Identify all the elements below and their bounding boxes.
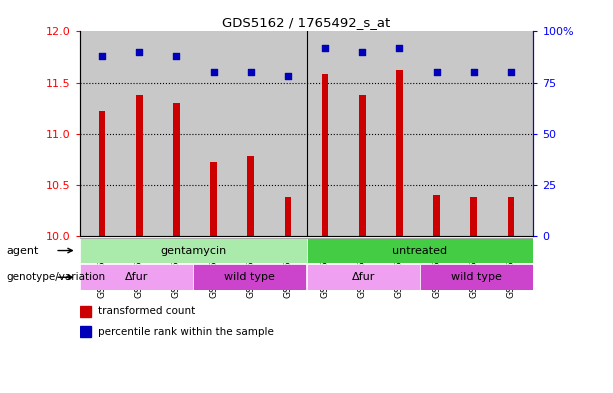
Point xyxy=(395,45,405,51)
Bar xyxy=(80,264,193,290)
Text: Δfur: Δfur xyxy=(124,272,148,282)
Bar xyxy=(420,264,533,290)
Bar xyxy=(306,238,533,263)
Bar xyxy=(173,103,180,236)
Bar xyxy=(80,306,91,317)
Text: genotype/variation: genotype/variation xyxy=(6,272,105,282)
Bar xyxy=(99,111,105,236)
Bar xyxy=(322,74,329,236)
Bar xyxy=(433,195,440,236)
Bar xyxy=(284,197,291,236)
Bar xyxy=(470,197,477,236)
Bar xyxy=(359,95,365,236)
Point xyxy=(208,69,218,75)
Point xyxy=(320,45,330,51)
Bar xyxy=(248,156,254,236)
Bar xyxy=(193,264,306,290)
Point xyxy=(97,53,107,59)
Text: wild type: wild type xyxy=(224,272,275,282)
Bar xyxy=(80,238,306,263)
Text: untreated: untreated xyxy=(392,246,447,255)
Bar xyxy=(210,162,217,236)
Point xyxy=(246,69,256,75)
Bar xyxy=(80,326,91,337)
Bar xyxy=(508,197,514,236)
Text: transformed count: transformed count xyxy=(98,306,195,316)
Text: gentamycin: gentamycin xyxy=(160,246,226,255)
Text: wild type: wild type xyxy=(451,272,502,282)
Text: agent: agent xyxy=(6,246,39,255)
Bar xyxy=(136,95,143,236)
Text: percentile rank within the sample: percentile rank within the sample xyxy=(98,327,274,337)
Point xyxy=(134,49,144,55)
Point xyxy=(506,69,516,75)
Text: Δfur: Δfur xyxy=(351,272,375,282)
Point xyxy=(283,73,293,79)
Title: GDS5162 / 1765492_s_at: GDS5162 / 1765492_s_at xyxy=(223,16,390,29)
Point xyxy=(432,69,441,75)
Bar xyxy=(306,264,420,290)
Bar xyxy=(396,70,403,236)
Point xyxy=(469,69,479,75)
Point xyxy=(172,53,181,59)
Point xyxy=(357,49,367,55)
